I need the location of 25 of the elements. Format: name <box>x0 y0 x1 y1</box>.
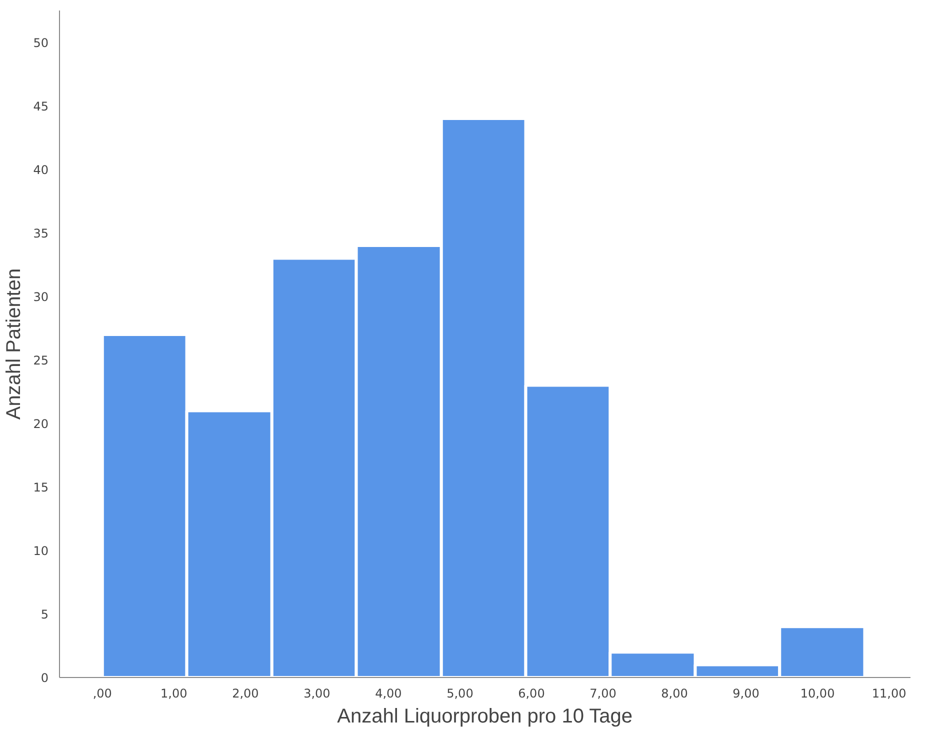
y-tick-label: 30 <box>33 290 49 304</box>
y-tick-label: 40 <box>33 162 49 177</box>
x-tick-label: 10,00 <box>800 686 835 700</box>
y-tick-label: 20 <box>33 416 49 431</box>
y-tick-label: 35 <box>33 226 49 240</box>
y-tick-label: 15 <box>33 480 49 494</box>
x-tick-label: 4,00 <box>375 686 402 700</box>
x-tick-label: 8,00 <box>661 686 688 700</box>
x-tick-label: 5,00 <box>446 686 474 700</box>
y-tick-label: 10 <box>33 544 49 558</box>
y-axis-title: Anzahl Patienten <box>3 268 26 420</box>
y-tick-label: 45 <box>33 99 49 114</box>
x-tick-label: 2,00 <box>232 686 259 700</box>
x-tick-label: 7,00 <box>590 686 616 700</box>
x-tick-label: 1,00 <box>160 686 188 700</box>
y-tick-label: 5 <box>40 607 49 622</box>
x-tick-label: 11,00 <box>872 686 906 700</box>
x-axis-title: Anzahl Liquorproben pro 10 Tage <box>337 706 633 728</box>
y-tick-label: 25 <box>33 353 49 368</box>
x-tick-label: ,00 <box>92 686 112 700</box>
y-tick-label: 0 <box>40 671 49 685</box>
x-tick-label: 3,00 <box>304 686 330 700</box>
x-tick-label: 6,00 <box>518 686 545 700</box>
x-tick-label: 9,00 <box>732 686 760 700</box>
y-tick-label: 50 <box>33 36 49 50</box>
